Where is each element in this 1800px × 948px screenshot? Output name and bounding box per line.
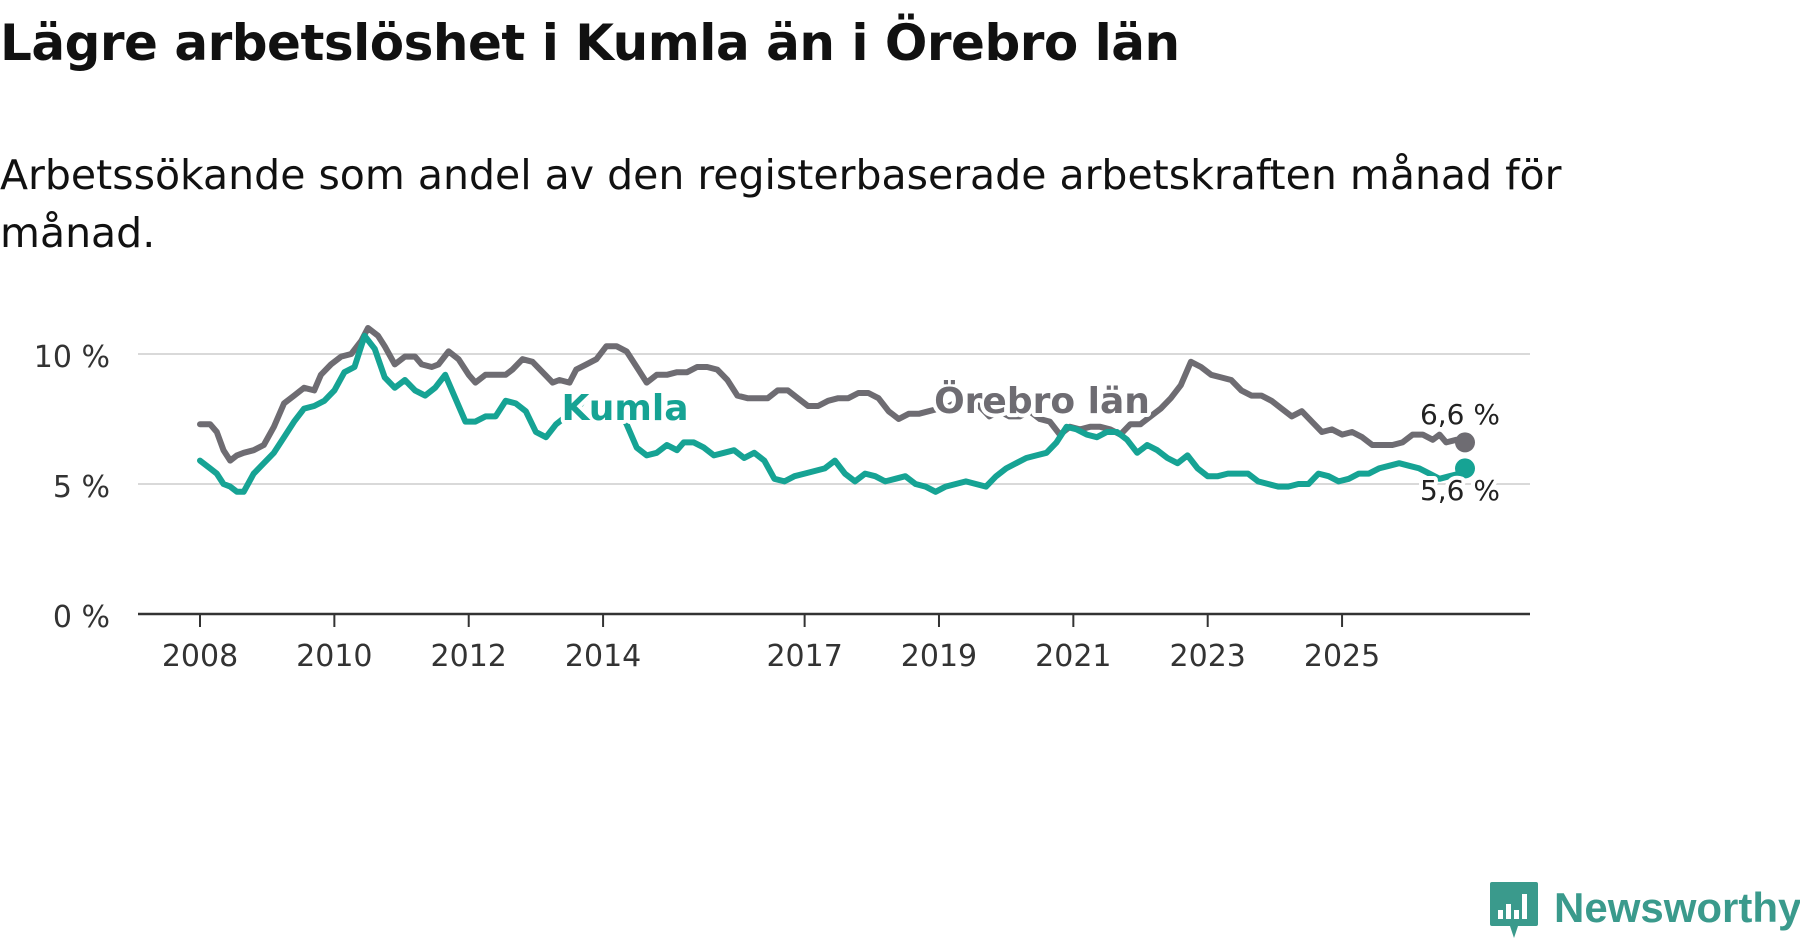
- page-subtitle: Arbetssökande som andel av den registerb…: [0, 151, 1562, 257]
- x-tick-label: 2025: [1304, 639, 1380, 674]
- x-tick-label: 2019: [901, 639, 977, 674]
- x-tick-label: 2014: [565, 639, 641, 674]
- newsworthy-logo[interactable]: Newsworthy: [1488, 880, 1800, 942]
- end-value-label-orebro-lan: 6,6 %: [1420, 398, 1500, 431]
- series-label-orebro-lan: Örebro län: [934, 380, 1150, 422]
- y-tick-label: 10 %: [34, 340, 110, 375]
- series-label-kumla: Kumla: [561, 388, 688, 429]
- x-tick-label: 2023: [1170, 639, 1246, 674]
- line-layer: [197, 325, 1475, 495]
- bar-chart-logo-icon: [1490, 882, 1538, 938]
- end-point-kumla: [1455, 458, 1475, 479]
- x-tick-label: 2008: [162, 639, 238, 674]
- x-tick-label: 2017: [766, 639, 842, 674]
- page-title: Lägre arbetslöshet i Kumla än i Örebro l…: [0, 14, 1180, 72]
- axis-layer: 0 % 5 % 10 % 2008 2010 2012 2014 2017 2019 2021 20…: [34, 340, 1530, 674]
- series-line-kumla: [197, 332, 1468, 495]
- y-tick-label: 0 %: [53, 600, 110, 635]
- brand-name: Newsworthy: [1554, 884, 1800, 931]
- x-tick-label: 2010: [296, 639, 372, 674]
- end-value-label-kumla: 5,6 %: [1420, 474, 1500, 507]
- x-tick-label: 2021: [1035, 639, 1111, 674]
- label-layer: Kumla Örebro län 6,6 % 5,6 %: [557, 376, 1504, 511]
- end-point-orebro-lan: [1455, 432, 1475, 453]
- series-line-orebro-lan: [197, 325, 1468, 464]
- x-tick-label: 2012: [431, 639, 507, 674]
- y-tick-label: 5 %: [53, 470, 110, 505]
